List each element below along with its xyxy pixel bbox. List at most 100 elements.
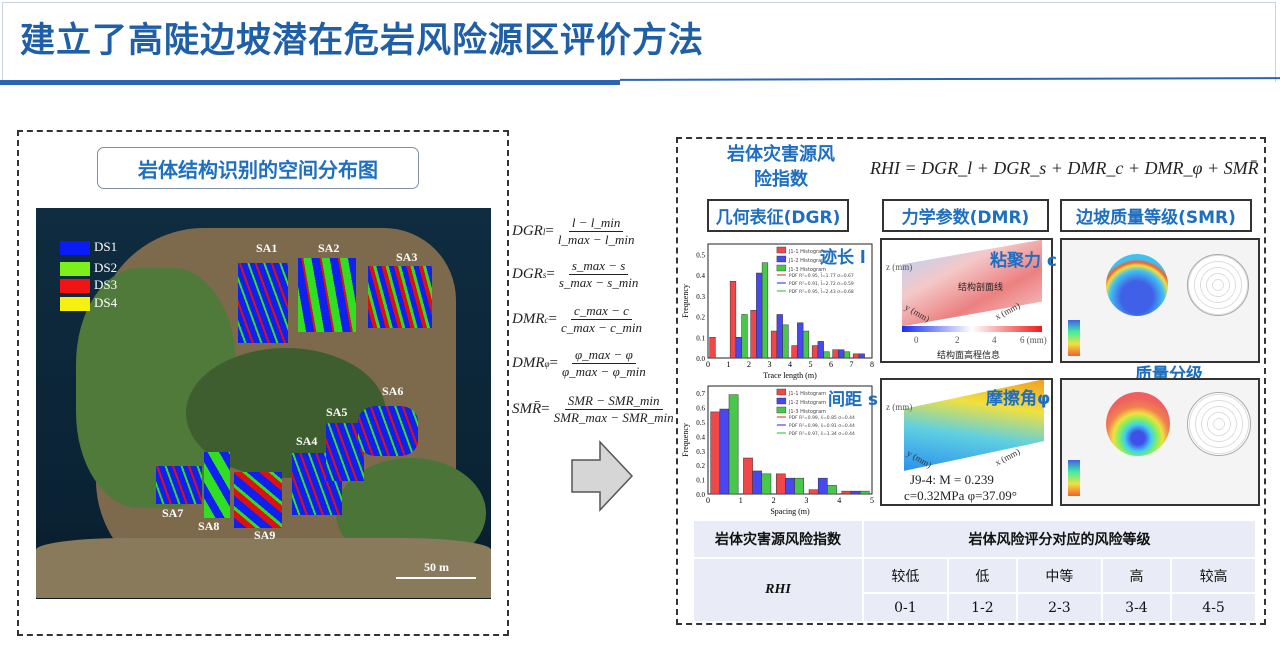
y-tick-label: 0.5 <box>696 251 705 259</box>
right-panel <box>676 137 1266 625</box>
formula-fraction: s_max − s s_max − s_min <box>559 258 639 291</box>
legend-label: DS2 <box>94 260 118 275</box>
colorbar-tick: 6 (mm) <box>1020 335 1047 345</box>
friction-overlay-label: 摩擦角φ <box>986 389 1051 409</box>
range-cell: 2-3 <box>1016 592 1103 623</box>
x-tick-label: 6 <box>829 360 833 369</box>
y-axis-label: Frequency <box>681 284 690 318</box>
histogram-bar <box>802 330 810 359</box>
scale-label: 50 m <box>424 560 449 574</box>
pdf-legend-label: PDF R²=0.99, s̄=0.91 σ=0.44 <box>789 423 855 429</box>
slide-title: 建立了高陡边坡潜在危岩风险源区评价方法 <box>20 21 705 61</box>
colorbar-label: 结构面高程信息 <box>937 350 1001 360</box>
histogram-bar <box>785 477 795 495</box>
histogram-bar <box>794 477 805 495</box>
smr-software-screenshot-1 <box>1060 238 1260 363</box>
colorbar-tick: 4 <box>992 335 997 345</box>
strength-params: c=0.32MPa φ=37.09° <box>904 488 1017 503</box>
row-label: RHI <box>692 557 864 623</box>
level-cell: 较低 <box>862 556 949 595</box>
scale-bar <box>396 577 476 579</box>
histogram-bar <box>776 314 783 359</box>
table-header-row: 岩体灾害源风险指数 岩体风险评分对应的风险等级 <box>692 519 1257 559</box>
legend-swatch-ds1 <box>60 241 90 255</box>
formula-subscript: c <box>544 314 549 325</box>
header-cell: 岩体灾害源风险指数 <box>692 519 864 559</box>
legend-label: J1-1 Histogram <box>788 249 826 255</box>
formula: DMR c = c_max − c c_max − c_min <box>512 303 642 335</box>
histogram-bar <box>735 337 742 359</box>
formula: DGR l = l − l_min l_max − l_min <box>512 215 635 247</box>
header-dgr: 几何表征(DGR) <box>707 199 849 232</box>
legend-swatch <box>776 246 787 254</box>
z-axis-label: z (mm) <box>886 262 913 272</box>
x-tick-label: 1 <box>727 360 731 369</box>
legend-label: DS3 <box>94 277 118 292</box>
legend-swatch-ds4 <box>60 297 90 311</box>
histogram-bar <box>728 394 739 495</box>
formula-lhs: DMR <box>512 355 545 371</box>
numerator: s_max − s <box>568 258 629 275</box>
histogram-bar <box>791 345 798 359</box>
x-tick-label: 4 <box>837 496 841 505</box>
rhi-formula: RHI = DGR_l + DGR_s + DMR_c + DMR_φ + SM… <box>870 158 1259 178</box>
legend-label: DS4 <box>94 295 118 310</box>
color-legend <box>1068 320 1080 356</box>
area-patch-sa2 <box>298 258 356 332</box>
header-dmr: 力学参数(DMR) <box>882 199 1049 232</box>
color-legend <box>1068 460 1080 496</box>
cohesion-overlay-label: 粘聚力 c <box>990 251 1057 271</box>
legend-label: DS1 <box>94 239 118 254</box>
x-axis-label: Spacing (m) <box>770 507 810 516</box>
y-tick-label: 0.0 <box>696 355 705 363</box>
histogram-bar <box>858 353 865 359</box>
legend-label: J1-2 Histogram <box>788 258 826 264</box>
x-tick-label: 5 <box>870 496 874 505</box>
y-axis-label: Frequency <box>681 423 690 457</box>
y-tick-label: 0.4 <box>696 272 705 280</box>
colorbar <box>902 326 1042 332</box>
histogram-bar <box>827 485 837 495</box>
colorbar-tick: 2 <box>955 335 960 345</box>
rose-diagram <box>1187 392 1251 456</box>
range-cell: 4-5 <box>1170 592 1257 623</box>
denominator: s_max − s_min <box>558 275 639 290</box>
sample-result: J9-4: M = 0.239 <box>910 472 994 487</box>
histogram-bar <box>743 457 753 495</box>
pdf-legend-label: PDF R²=0.95, l̄=2.43 σ=0.68 <box>789 288 854 295</box>
area-patch-sa8 <box>204 452 230 518</box>
histogram-bar <box>859 490 870 495</box>
area-label: SA1 <box>256 241 278 255</box>
pdf-legend-label: PDF R²=0.97, s̄=1.34 σ=0.44 <box>789 431 855 437</box>
level-cell: 低 <box>946 556 1019 595</box>
z-axis-label: z (mm) <box>886 402 913 412</box>
x-tick-label: 3 <box>804 496 808 505</box>
legend-label: J1-1 Histogram <box>788 391 826 397</box>
histogram-bar <box>823 351 830 359</box>
trace-overlay-label: 迹长 l <box>820 248 866 268</box>
area-patch-sa9 <box>234 472 282 528</box>
legend-label: J1-3 Histogram <box>788 267 826 273</box>
legend-label: J1-2 Histogram <box>788 400 826 406</box>
histogram-bar <box>710 411 721 495</box>
formula: SMR̄ = SMR − SMR_min SMR_max − SMR_min <box>512 393 674 426</box>
formula-fraction: SMR − SMR_min SMR_max − SMR_min <box>554 393 674 426</box>
histogram-bar <box>808 489 819 495</box>
trace-length-chart: 0 1 2 3 4 5 6 7 8 0.0 0.1 0.2 0.3 0.4 0.5 Trace length … <box>680 238 878 380</box>
title-underline <box>0 80 620 85</box>
x-tick-label: 4 <box>788 360 792 369</box>
plot-frame <box>707 243 873 359</box>
area-patch-sa1 <box>238 263 288 343</box>
area-patch-sa5 <box>326 423 364 481</box>
y-tick-label: 0.6 <box>696 405 705 413</box>
histogram-bar <box>741 314 748 359</box>
left-panel-label: 岩体结构识别的空间分布图 <box>97 147 419 189</box>
pdf-legend-label: PDF R²=0.95, l̄=1.77 σ=0.67 <box>789 272 854 279</box>
denominator: l_max − l_min <box>557 232 635 247</box>
histogram-bar <box>761 473 772 495</box>
formula-lhs: DMR <box>512 311 545 327</box>
formula-subscript: l <box>542 226 546 237</box>
area-label: SA3 <box>396 250 418 264</box>
x-tick-label: 2 <box>747 360 751 369</box>
formula-lhs: DGR <box>512 266 543 282</box>
